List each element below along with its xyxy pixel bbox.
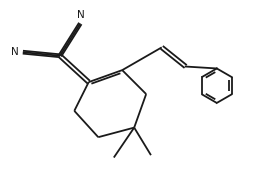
Text: N: N xyxy=(77,10,85,20)
Text: N: N xyxy=(11,47,19,57)
